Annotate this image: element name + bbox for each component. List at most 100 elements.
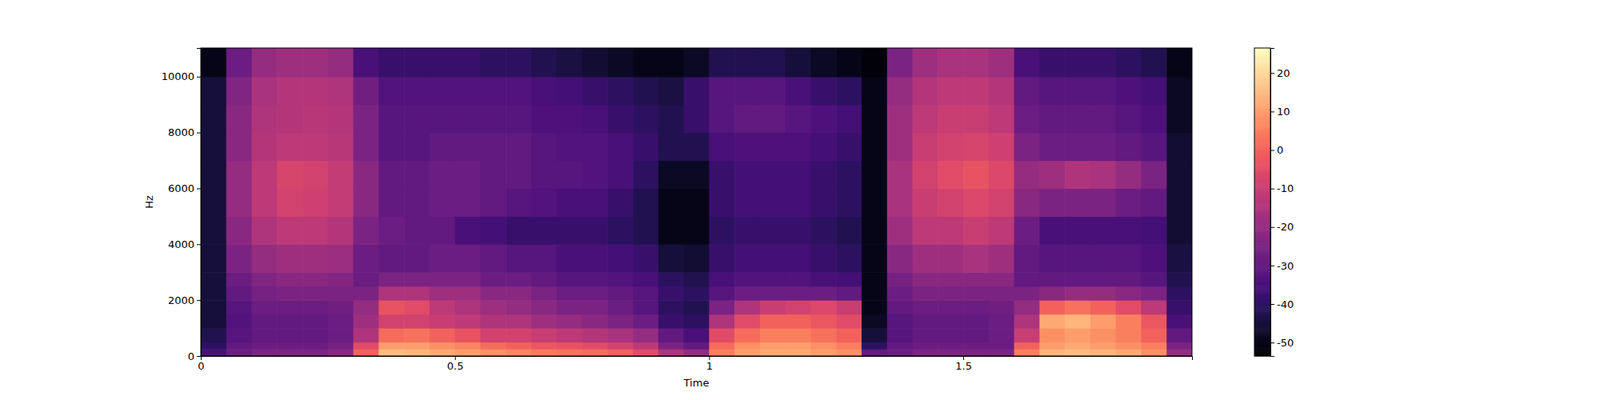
- heatmap-cell: [556, 244, 583, 273]
- heatmap-cell: [1116, 104, 1142, 134]
- heatmap-cell: [963, 216, 989, 245]
- heatmap-cell: [1116, 244, 1142, 273]
- chart: 00.511.50200040006000800010000TimeHz-50-…: [0, 0, 1600, 400]
- heatmap-cell: [734, 342, 760, 350]
- heatmap-cell: [684, 342, 710, 350]
- heatmap-cell: [328, 160, 354, 190]
- heatmap-cell: [607, 314, 633, 329]
- heatmap-cell: [760, 160, 786, 190]
- tick-label: 4000: [168, 238, 195, 251]
- heatmap-cell: [760, 48, 786, 77]
- heatmap-cell: [760, 328, 786, 343]
- heatmap-cell: [607, 216, 633, 245]
- heatmap-cell: [810, 132, 836, 162]
- heatmap-cell: [836, 160, 862, 190]
- heatmap-cell: [276, 160, 303, 190]
- heatmap-cell: [912, 48, 939, 77]
- tick: 2000: [168, 294, 201, 307]
- heatmap-cell: [785, 188, 812, 217]
- heatmap-cell: [1166, 160, 1192, 190]
- heatmap-cell: [887, 348, 913, 356]
- heatmap-cell: [1039, 132, 1065, 162]
- heatmap-cell: [887, 342, 913, 350]
- heatmap-cell: [785, 328, 812, 343]
- heatmap-cell: [200, 76, 227, 106]
- heatmap-cell: [276, 328, 303, 343]
- heatmap-cell: [1039, 328, 1065, 343]
- heatmap-cell: [734, 348, 760, 356]
- heatmap-cell: [1140, 132, 1167, 162]
- heatmap-cell: [404, 328, 430, 343]
- heatmap-cell: [684, 328, 710, 343]
- heatmap-cell: [607, 76, 633, 106]
- heatmap-cell: [836, 328, 862, 343]
- heatmap-cell: [556, 160, 583, 190]
- heatmap-cell: [429, 300, 456, 315]
- heatmap-cell: [912, 132, 939, 162]
- heatmap-cell: [582, 216, 608, 245]
- heatmap-cell: [582, 244, 608, 273]
- heatmap-cell: [1090, 48, 1116, 77]
- heatmap-cell: [252, 342, 278, 350]
- heatmap-cell: [760, 76, 786, 106]
- heatmap-cell: [658, 272, 684, 287]
- tick-mark: [1270, 111, 1275, 112]
- heatmap-cell: [302, 342, 328, 350]
- heatmap-cell: [708, 272, 735, 287]
- heatmap-cell: [607, 132, 633, 162]
- heatmap-cell: [658, 132, 684, 162]
- heatmap-cell: [912, 104, 939, 134]
- tick-mark: [1270, 304, 1275, 305]
- heatmap-cell: [1116, 216, 1142, 245]
- heatmap-cell: [1090, 300, 1116, 315]
- heatmap-cell: [963, 342, 989, 350]
- heatmap-cell: [556, 314, 583, 329]
- tick-label: -10: [1276, 182, 1294, 195]
- heatmap-cell: [429, 188, 456, 217]
- heatmap-cell: [1116, 314, 1142, 329]
- heatmap-cell: [353, 104, 380, 134]
- heatmap-cell: [684, 76, 710, 106]
- heatmap-cell: [810, 48, 836, 77]
- heatmap-cell: [632, 48, 659, 77]
- heatmap-cell: [1116, 348, 1142, 356]
- heatmap-cell: [887, 244, 913, 273]
- heatmap-cell: [912, 76, 939, 106]
- heatmap-cell: [734, 132, 760, 162]
- heatmap-cell: [455, 348, 481, 356]
- heatmap-cell: [328, 132, 354, 162]
- heatmap-cell: [607, 300, 633, 315]
- heatmap-cell: [1064, 272, 1091, 287]
- heatmap-cell: [480, 188, 506, 217]
- heatmap-cell: [226, 286, 252, 301]
- heatmap-cell: [1140, 286, 1167, 301]
- tick: -10: [1270, 182, 1294, 195]
- heatmap-cell: [302, 244, 328, 273]
- heatmap-cell: [988, 342, 1015, 350]
- heatmap-cell: [328, 286, 354, 301]
- heatmap-cell: [1090, 286, 1116, 301]
- heatmap-cell: [531, 348, 557, 356]
- heatmap-cell: [582, 286, 608, 301]
- heatmap-cell: [1014, 244, 1040, 273]
- heatmap-cell: [455, 132, 481, 162]
- heatmap-cell: [480, 244, 506, 273]
- tick-label: 1.5: [955, 360, 972, 372]
- heatmap-cell: [378, 342, 404, 350]
- tick-mark: [196, 188, 201, 189]
- heatmap-cell: [632, 216, 659, 245]
- heatmap-cell: [1090, 348, 1116, 356]
- tick-mark: [196, 356, 201, 357]
- heatmap-cell: [302, 76, 328, 106]
- heatmap-cell: [404, 216, 430, 245]
- heatmap-cell: [226, 314, 252, 329]
- heatmap-cell: [887, 188, 913, 217]
- heatmap-cell: [429, 160, 456, 190]
- heatmap-cell: [1166, 132, 1192, 162]
- heatmap-cell: [531, 342, 557, 350]
- heatmap-cell: [455, 48, 481, 77]
- heatmap-cell: [556, 48, 583, 77]
- heatmap-cell: [1090, 132, 1116, 162]
- heatmap-cell: [531, 104, 557, 134]
- heatmap-cell: [378, 188, 404, 217]
